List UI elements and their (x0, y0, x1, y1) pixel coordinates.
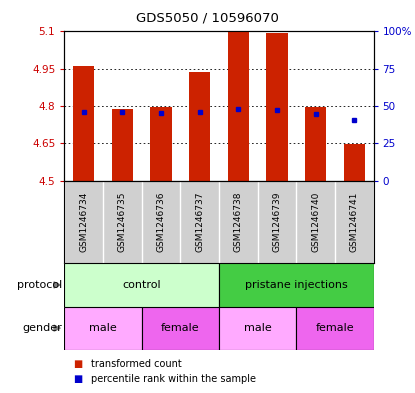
Text: GSM1246734: GSM1246734 (79, 192, 88, 252)
Bar (112, 109, 133, 181)
Bar (266, 33, 288, 181)
Bar (73, 66, 94, 181)
Text: male: male (244, 323, 271, 333)
Text: male: male (89, 323, 117, 333)
Text: GSM1246736: GSM1246736 (156, 192, 166, 252)
Bar (219, 307, 296, 350)
Bar (189, 72, 210, 181)
Bar (64, 263, 219, 307)
Text: percentile rank within the sample: percentile rank within the sample (91, 374, 256, 384)
Bar (219, 263, 374, 307)
Bar (142, 307, 219, 350)
Text: GSM1246735: GSM1246735 (118, 192, 127, 252)
Text: control: control (122, 280, 161, 290)
Text: GSM1246739: GSM1246739 (272, 192, 281, 252)
Text: GSM1246738: GSM1246738 (234, 192, 243, 252)
Text: GSM1246737: GSM1246737 (195, 192, 204, 252)
Text: transformed count: transformed count (91, 358, 182, 369)
Text: gender: gender (22, 323, 62, 333)
Text: female: female (161, 323, 200, 333)
Bar (305, 107, 326, 181)
Text: female: female (315, 323, 354, 333)
Text: pristane injections: pristane injections (245, 280, 348, 290)
Bar (64, 307, 142, 350)
Text: protocol: protocol (17, 280, 62, 290)
Bar (227, 32, 249, 181)
Bar (344, 144, 365, 181)
Text: ■: ■ (73, 374, 82, 384)
Bar (150, 107, 171, 181)
Text: GDS5050 / 10596070: GDS5050 / 10596070 (136, 12, 279, 25)
Text: GSM1246740: GSM1246740 (311, 192, 320, 252)
Bar (296, 307, 374, 350)
Text: GSM1246741: GSM1246741 (350, 192, 359, 252)
Text: ■: ■ (73, 358, 82, 369)
